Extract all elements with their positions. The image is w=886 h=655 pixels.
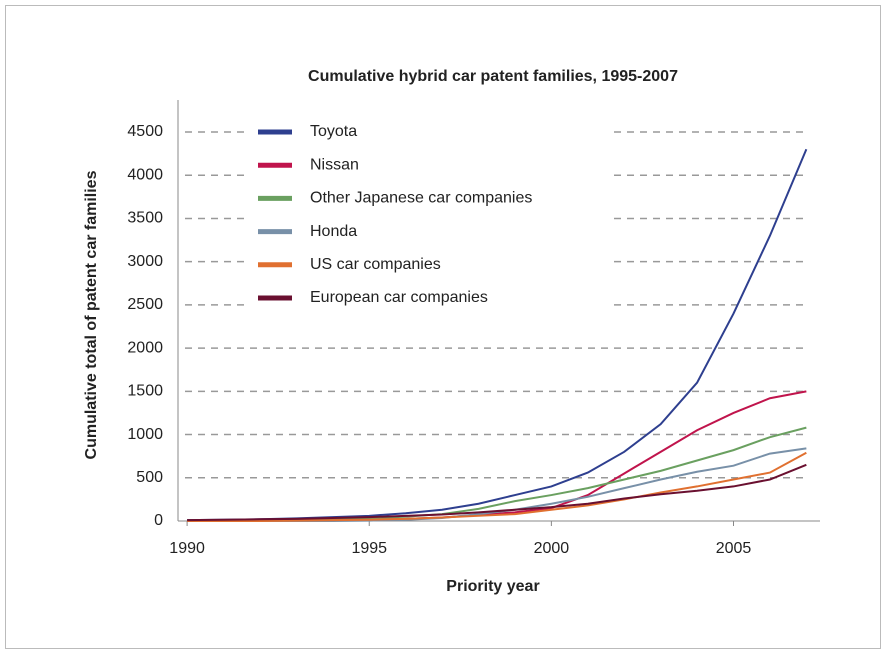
y-tick-label: 2000 [127, 339, 163, 356]
series-line [187, 451, 807, 522]
y-tick-label: 2500 [127, 296, 163, 313]
legend-label: Other Japanese car companies [310, 190, 532, 207]
x-tick-label: 1990 [169, 540, 205, 557]
series-line [187, 426, 807, 522]
series-line [187, 463, 807, 522]
legend-label: Nissan [310, 156, 359, 173]
x-tick-label: 2005 [716, 540, 752, 557]
y-tick-label: 3000 [127, 253, 163, 270]
y-tick-label: 1000 [127, 426, 163, 443]
y-tick-label: 4000 [127, 166, 163, 183]
legend-label: Toyota [310, 123, 357, 140]
y-tick-label: 4500 [127, 123, 163, 140]
legend-label: European car companies [310, 289, 488, 306]
x-tick-label: 2000 [534, 540, 570, 557]
y-tick-label: 0 [154, 512, 163, 529]
legend-label: Honda [310, 223, 357, 240]
y-axis-label: Cumulative total of patent car families [83, 170, 100, 459]
y-tick-label: 1500 [127, 383, 163, 400]
y-tick-label: 3500 [127, 210, 163, 227]
frame [5, 5, 881, 649]
legend-label: US car companies [310, 256, 441, 273]
chart-title: Cumulative hybrid car patent families, 1… [308, 68, 678, 85]
x-axis-label: Priority year [446, 578, 539, 595]
y-tick-label: 500 [136, 469, 163, 486]
legend-background [245, 116, 610, 316]
x-tick-label: 1995 [351, 540, 387, 557]
